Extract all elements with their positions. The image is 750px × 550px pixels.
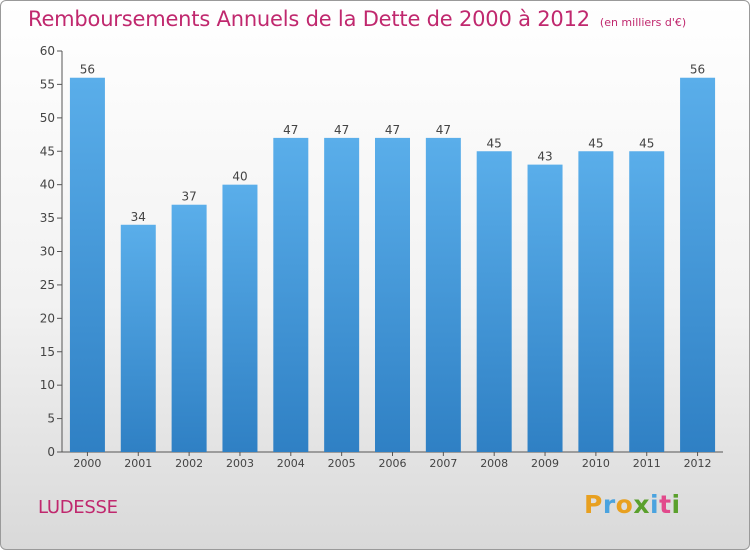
data-label: 45 (639, 136, 654, 150)
x-tick-label: 2008 (480, 457, 508, 470)
x-tick-label: 2011 (633, 457, 661, 470)
bar (171, 204, 207, 452)
logo-letter: t (659, 490, 672, 519)
chart-title-block: Remboursements Annuels de la Dette de 20… (28, 7, 686, 31)
bar (527, 164, 563, 452)
bar (375, 137, 410, 452)
logo-letter: P (584, 490, 603, 519)
data-label: 40 (232, 170, 247, 184)
y-tick-label: 25 (40, 278, 55, 292)
logo-letter: x (633, 490, 650, 519)
y-tick-label: 35 (40, 211, 55, 225)
y-tick-label: 30 (40, 245, 55, 259)
y-tick-label: 5 (47, 412, 55, 426)
commune-name: LUDESSE (38, 497, 118, 518)
data-label: 43 (537, 150, 552, 164)
bar (425, 137, 461, 452)
unit-note: (en milliers d'€) (599, 16, 687, 29)
data-label: 47 (385, 123, 400, 137)
x-tick-label: 2004 (277, 457, 305, 470)
x-tick-label: 2002 (175, 457, 203, 470)
x-tick-label: 2003 (226, 457, 254, 470)
x-tick-label: 2007 (429, 457, 457, 470)
data-label: 34 (131, 210, 146, 224)
logo-letter: i (650, 490, 660, 519)
bar (222, 184, 258, 452)
y-tick-label: 55 (40, 77, 55, 91)
x-tick-label: 2001 (124, 457, 152, 470)
data-label: 37 (181, 190, 196, 204)
x-tick-label: 2012 (684, 457, 712, 470)
y-tick-label: 10 (40, 378, 55, 392)
bar (680, 77, 716, 452)
y-tick-label: 60 (40, 44, 55, 58)
bar (578, 151, 614, 452)
bar (69, 77, 105, 452)
bar (120, 224, 156, 452)
chart-title: Remboursements Annuels de la Dette de 20… (28, 7, 590, 31)
bar (476, 151, 512, 452)
x-tick-label: 2006 (379, 457, 407, 470)
data-label: 56 (690, 63, 705, 77)
x-tick-label: 2009 (531, 457, 559, 470)
y-tick-label: 40 (40, 178, 55, 192)
y-tick-label: 15 (40, 345, 55, 359)
logo-letter: r (602, 490, 616, 519)
proxiti-logo[interactable]: Proxiti (584, 490, 681, 519)
y-tick-label: 45 (40, 144, 55, 158)
x-tick-label: 2010 (582, 457, 610, 470)
x-tick-label: 2000 (73, 457, 101, 470)
data-label: 47 (334, 123, 349, 137)
logo-letter: o (615, 490, 634, 519)
bar (324, 137, 360, 452)
data-label: 45 (588, 136, 603, 150)
y-tick-label: 20 (40, 311, 55, 325)
y-tick-label: 0 (47, 445, 55, 459)
y-tick-label: 50 (40, 111, 55, 125)
logo-letter: i (671, 490, 681, 519)
data-label: 45 (487, 136, 502, 150)
data-label: 56 (80, 63, 95, 77)
data-label: 47 (436, 123, 451, 137)
bar (273, 137, 309, 452)
data-label: 47 (283, 123, 298, 137)
bar (629, 151, 665, 452)
x-tick-label: 2005 (328, 457, 356, 470)
